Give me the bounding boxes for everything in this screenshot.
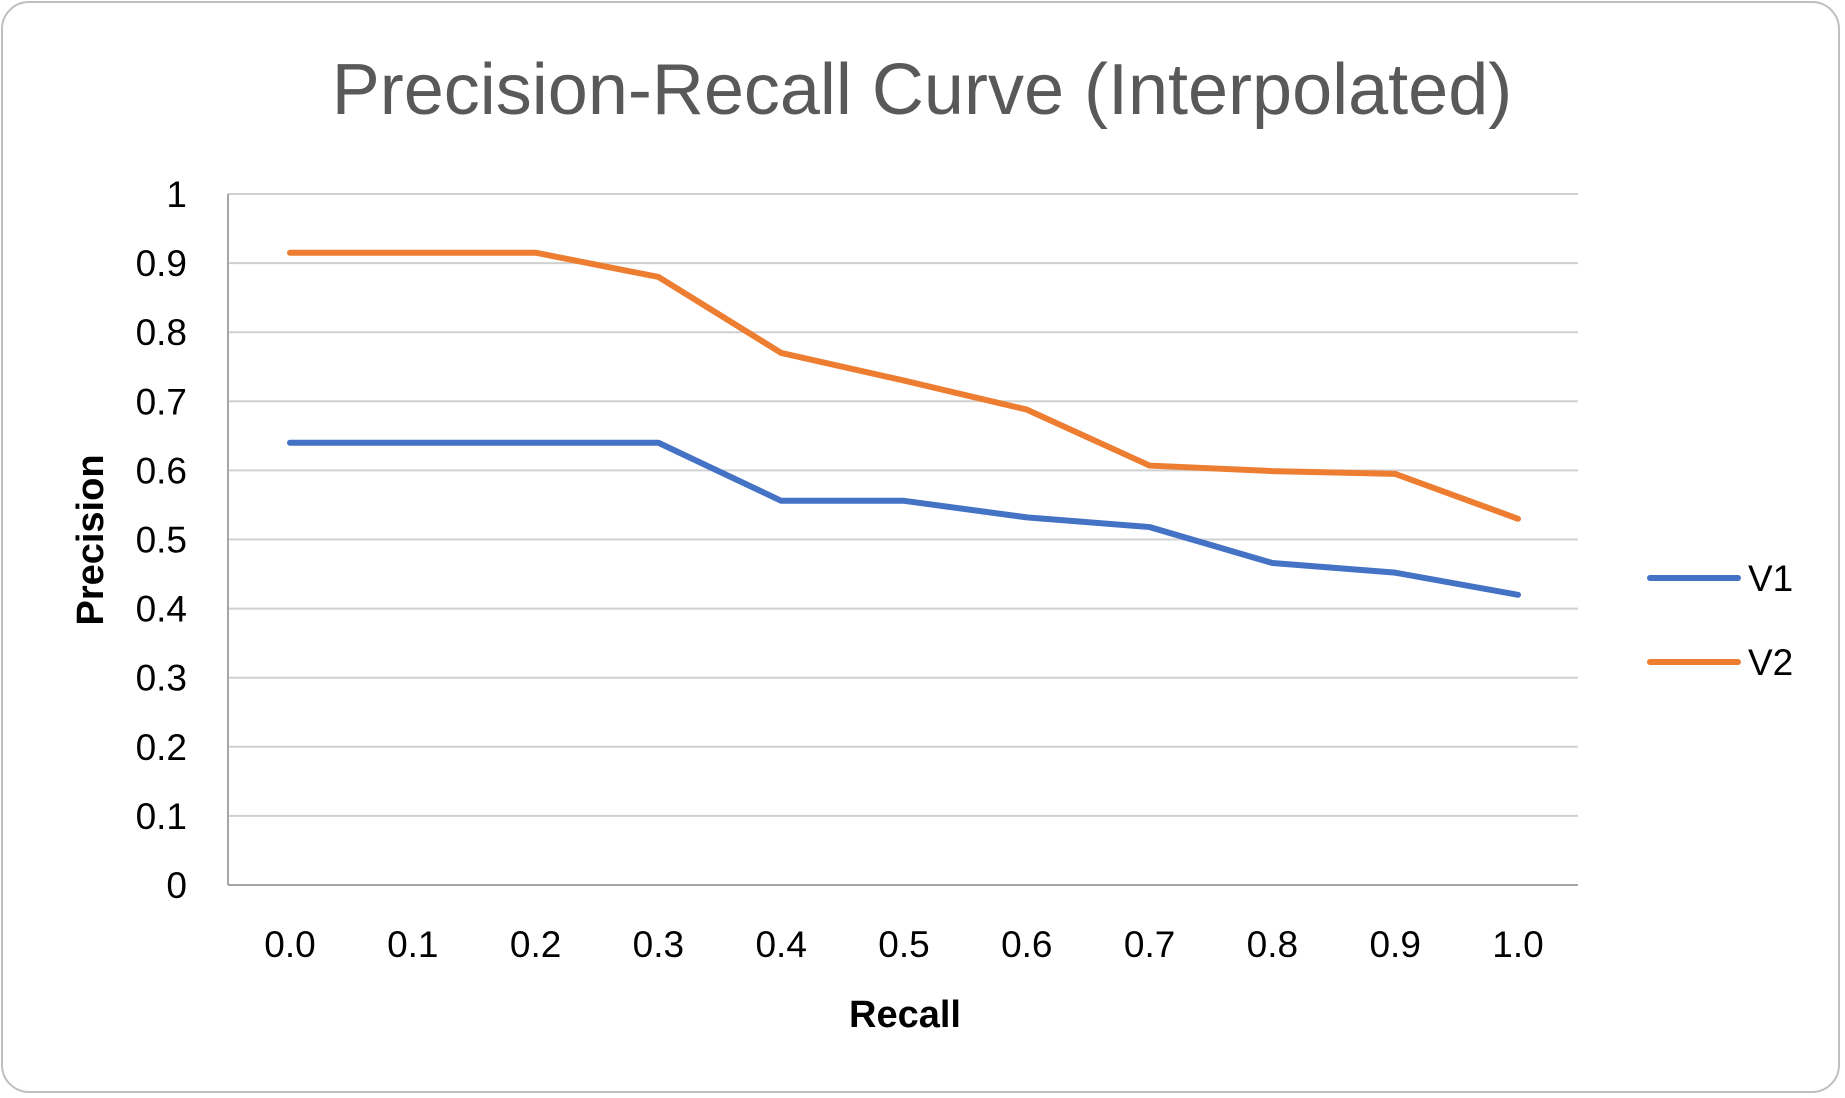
series-lines <box>287 249 1521 598</box>
y-tick-label: 0.9 <box>136 243 187 284</box>
x-tick-label: 0.1 <box>387 924 438 965</box>
y-tick-label: 1 <box>166 174 187 215</box>
series-line-v2 <box>287 249 1521 522</box>
x-tick-label: 0.6 <box>1001 924 1052 965</box>
x-tick-label: 0.4 <box>755 924 806 965</box>
x-tick-label: 0.8 <box>1247 924 1298 965</box>
y-tick-label: 0.2 <box>136 727 187 768</box>
y-tick-labels: 0 0.1 0.2 0.3 0.4 0.5 0.6 0.7 0.8 0.9 1 <box>136 174 187 906</box>
series-line-v1 <box>287 439 1521 598</box>
x-tick-label: 0.2 <box>510 924 561 965</box>
y-tick-label: 0.6 <box>136 450 187 491</box>
y-tick-label: 0.8 <box>136 312 187 353</box>
x-tick-label: 0.9 <box>1369 924 1420 965</box>
y-tick-label: 0 <box>166 865 187 906</box>
x-tick-label: 0.5 <box>878 924 929 965</box>
x-tick-label: 1.0 <box>1492 924 1543 965</box>
legend: V1 V2 <box>1647 558 1793 683</box>
x-axis-title: Recall <box>849 994 961 1036</box>
x-tick-label: 0.0 <box>264 924 315 965</box>
y-tick-label: 0.4 <box>136 589 187 630</box>
y-axis-title: Precision <box>70 454 112 625</box>
y-tick-label: 0.7 <box>136 381 187 422</box>
legend-label-v2: V2 <box>1748 642 1793 683</box>
chart-title: Precision-Recall Curve (Interpolated) <box>332 50 1512 130</box>
x-tick-label: 0.3 <box>633 924 684 965</box>
y-tick-label: 0.5 <box>136 520 187 561</box>
x-tick-labels: 0.0 0.1 0.2 0.3 0.4 0.5 0.6 0.7 0.8 0.9 1.0 <box>264 924 1543 965</box>
y-tick-label: 0.3 <box>136 658 187 699</box>
x-tick-label: 0.7 <box>1124 924 1175 965</box>
y-tick-label: 0.1 <box>136 796 187 837</box>
legend-label-v1: V1 <box>1748 558 1793 599</box>
gridlines <box>227 193 1578 886</box>
